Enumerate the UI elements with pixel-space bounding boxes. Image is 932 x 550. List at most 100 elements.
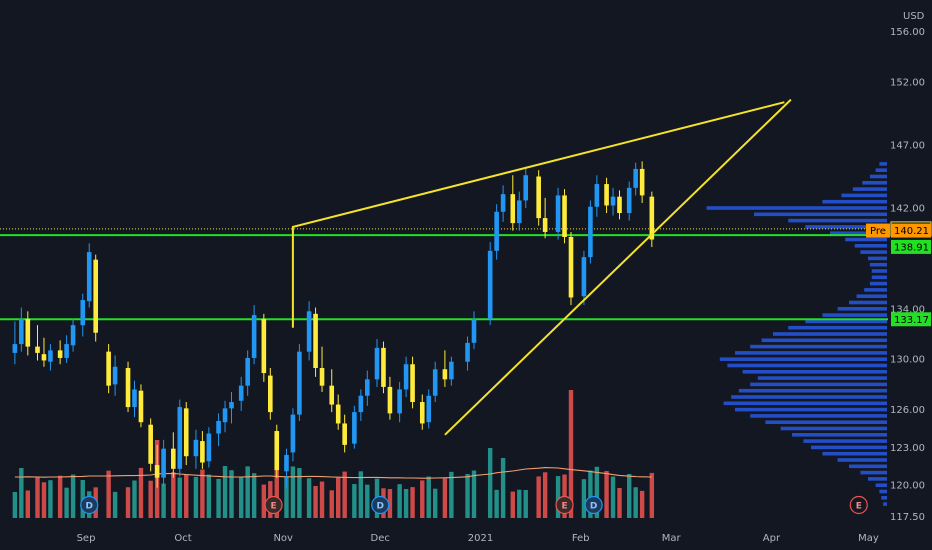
candle-body <box>106 351 111 386</box>
volume-bar <box>132 480 137 518</box>
candle-body <box>419 402 425 424</box>
price-tag-value: 138.91 <box>894 242 929 253</box>
volume-bar <box>649 472 655 518</box>
horizontal-lines <box>0 228 888 321</box>
volume-bar <box>465 474 470 518</box>
volume-bar <box>410 487 415 518</box>
candle-body <box>80 299 86 326</box>
candle-body <box>319 368 325 386</box>
volume-moving-average <box>14 467 652 479</box>
time-tick-label: Nov <box>273 533 293 544</box>
trendline[interactable] <box>444 98 792 436</box>
volume-bar <box>633 487 638 518</box>
volume-profile-bar <box>868 256 887 261</box>
candle-body <box>381 347 386 387</box>
candle-body <box>206 433 212 462</box>
candle-body <box>125 368 131 408</box>
volume-bar <box>604 470 609 518</box>
candle-body <box>132 389 137 408</box>
volume-bar <box>336 477 341 518</box>
price-axis[interactable]: 117.50 120.00 123.00 126.00 130.00 134.00 138.… <box>888 0 932 550</box>
time-tick-label: Mar <box>662 533 682 544</box>
candle-body <box>12 344 18 353</box>
volume-profile-bar <box>805 319 887 324</box>
volume-bar <box>352 484 357 518</box>
volume-profile-bar <box>871 269 887 273</box>
volume-profile-bar <box>837 307 887 311</box>
volume-bar <box>274 458 279 518</box>
candle-body <box>500 194 506 212</box>
event-marker-label: E <box>270 501 276 511</box>
volume-profile-bar <box>849 464 887 469</box>
candle-body <box>432 369 438 396</box>
volume-profile-bar <box>822 313 887 317</box>
volume-bar <box>229 470 234 518</box>
candle-body <box>25 318 31 347</box>
earnings-marker[interactable] <box>264 495 283 515</box>
price-tick-label: 126.00 <box>890 405 925 416</box>
volume-bar <box>313 485 318 518</box>
volume-bar <box>48 480 53 518</box>
volume-bar <box>617 487 622 518</box>
volume-profile-bar <box>860 470 887 475</box>
volume-bar <box>510 491 515 518</box>
volume-bar <box>193 476 199 518</box>
candle-body <box>365 379 370 396</box>
volume-bar <box>342 471 347 518</box>
dividend-marker[interactable] <box>584 495 603 515</box>
candle-body <box>335 404 341 424</box>
candle-body <box>555 195 561 232</box>
candle-body <box>193 439 199 457</box>
volume-bar <box>426 476 431 518</box>
volume-profile-bar <box>881 496 887 500</box>
candle-body <box>112 366 118 385</box>
trendline[interactable] <box>291 101 785 328</box>
volume-profile-bar <box>706 206 887 210</box>
volume-bar <box>245 466 250 518</box>
volume-bar <box>487 448 493 518</box>
candle-body <box>284 454 289 472</box>
price-tag-box <box>891 312 931 327</box>
candle-body <box>626 187 632 214</box>
price-tick-label: 152.00 <box>890 78 925 89</box>
volume-profile-bar <box>845 237 887 242</box>
time-axis[interactable]: Sep Oct Nov Dec 2021 Feb Mar Apr May <box>77 533 879 544</box>
volume-bar <box>70 474 76 518</box>
volume-profile-bar <box>723 401 887 406</box>
earnings-marker[interactable] <box>849 495 868 515</box>
event-marker-label: E <box>561 501 567 511</box>
candle-body <box>229 402 234 409</box>
volume-bar <box>35 477 40 518</box>
volume-bar <box>494 489 499 518</box>
volume-profile-bar <box>822 451 887 456</box>
volume-bar <box>639 490 645 518</box>
volume-bar <box>41 482 47 518</box>
volume-profile-bar <box>856 294 887 298</box>
volume-profile-bar <box>731 395 887 399</box>
volume-profile <box>706 162 887 506</box>
volume-bar <box>25 490 30 518</box>
volume-profile-bar <box>852 187 887 191</box>
volume-bar <box>206 474 212 518</box>
volume-bar <box>442 478 448 518</box>
volume-bar <box>239 476 244 518</box>
price-tag-value: 133.17 <box>894 315 929 326</box>
price-tag-value: 140.21 <box>894 226 929 237</box>
volume-profile-bar <box>792 433 887 437</box>
candle-body <box>387 386 393 414</box>
dividend-marker[interactable] <box>371 495 390 515</box>
candle-body <box>261 318 267 374</box>
volume-bar <box>200 469 205 518</box>
volume-bar <box>19 468 24 518</box>
earnings-marker[interactable] <box>555 495 574 515</box>
volume-bar <box>216 478 221 518</box>
candle-body <box>465 342 470 362</box>
volume-bar <box>471 470 477 518</box>
volume-bar <box>536 476 541 518</box>
dividend-marker[interactable] <box>80 495 99 515</box>
candle-body <box>154 465 160 478</box>
candle-body <box>536 176 541 219</box>
